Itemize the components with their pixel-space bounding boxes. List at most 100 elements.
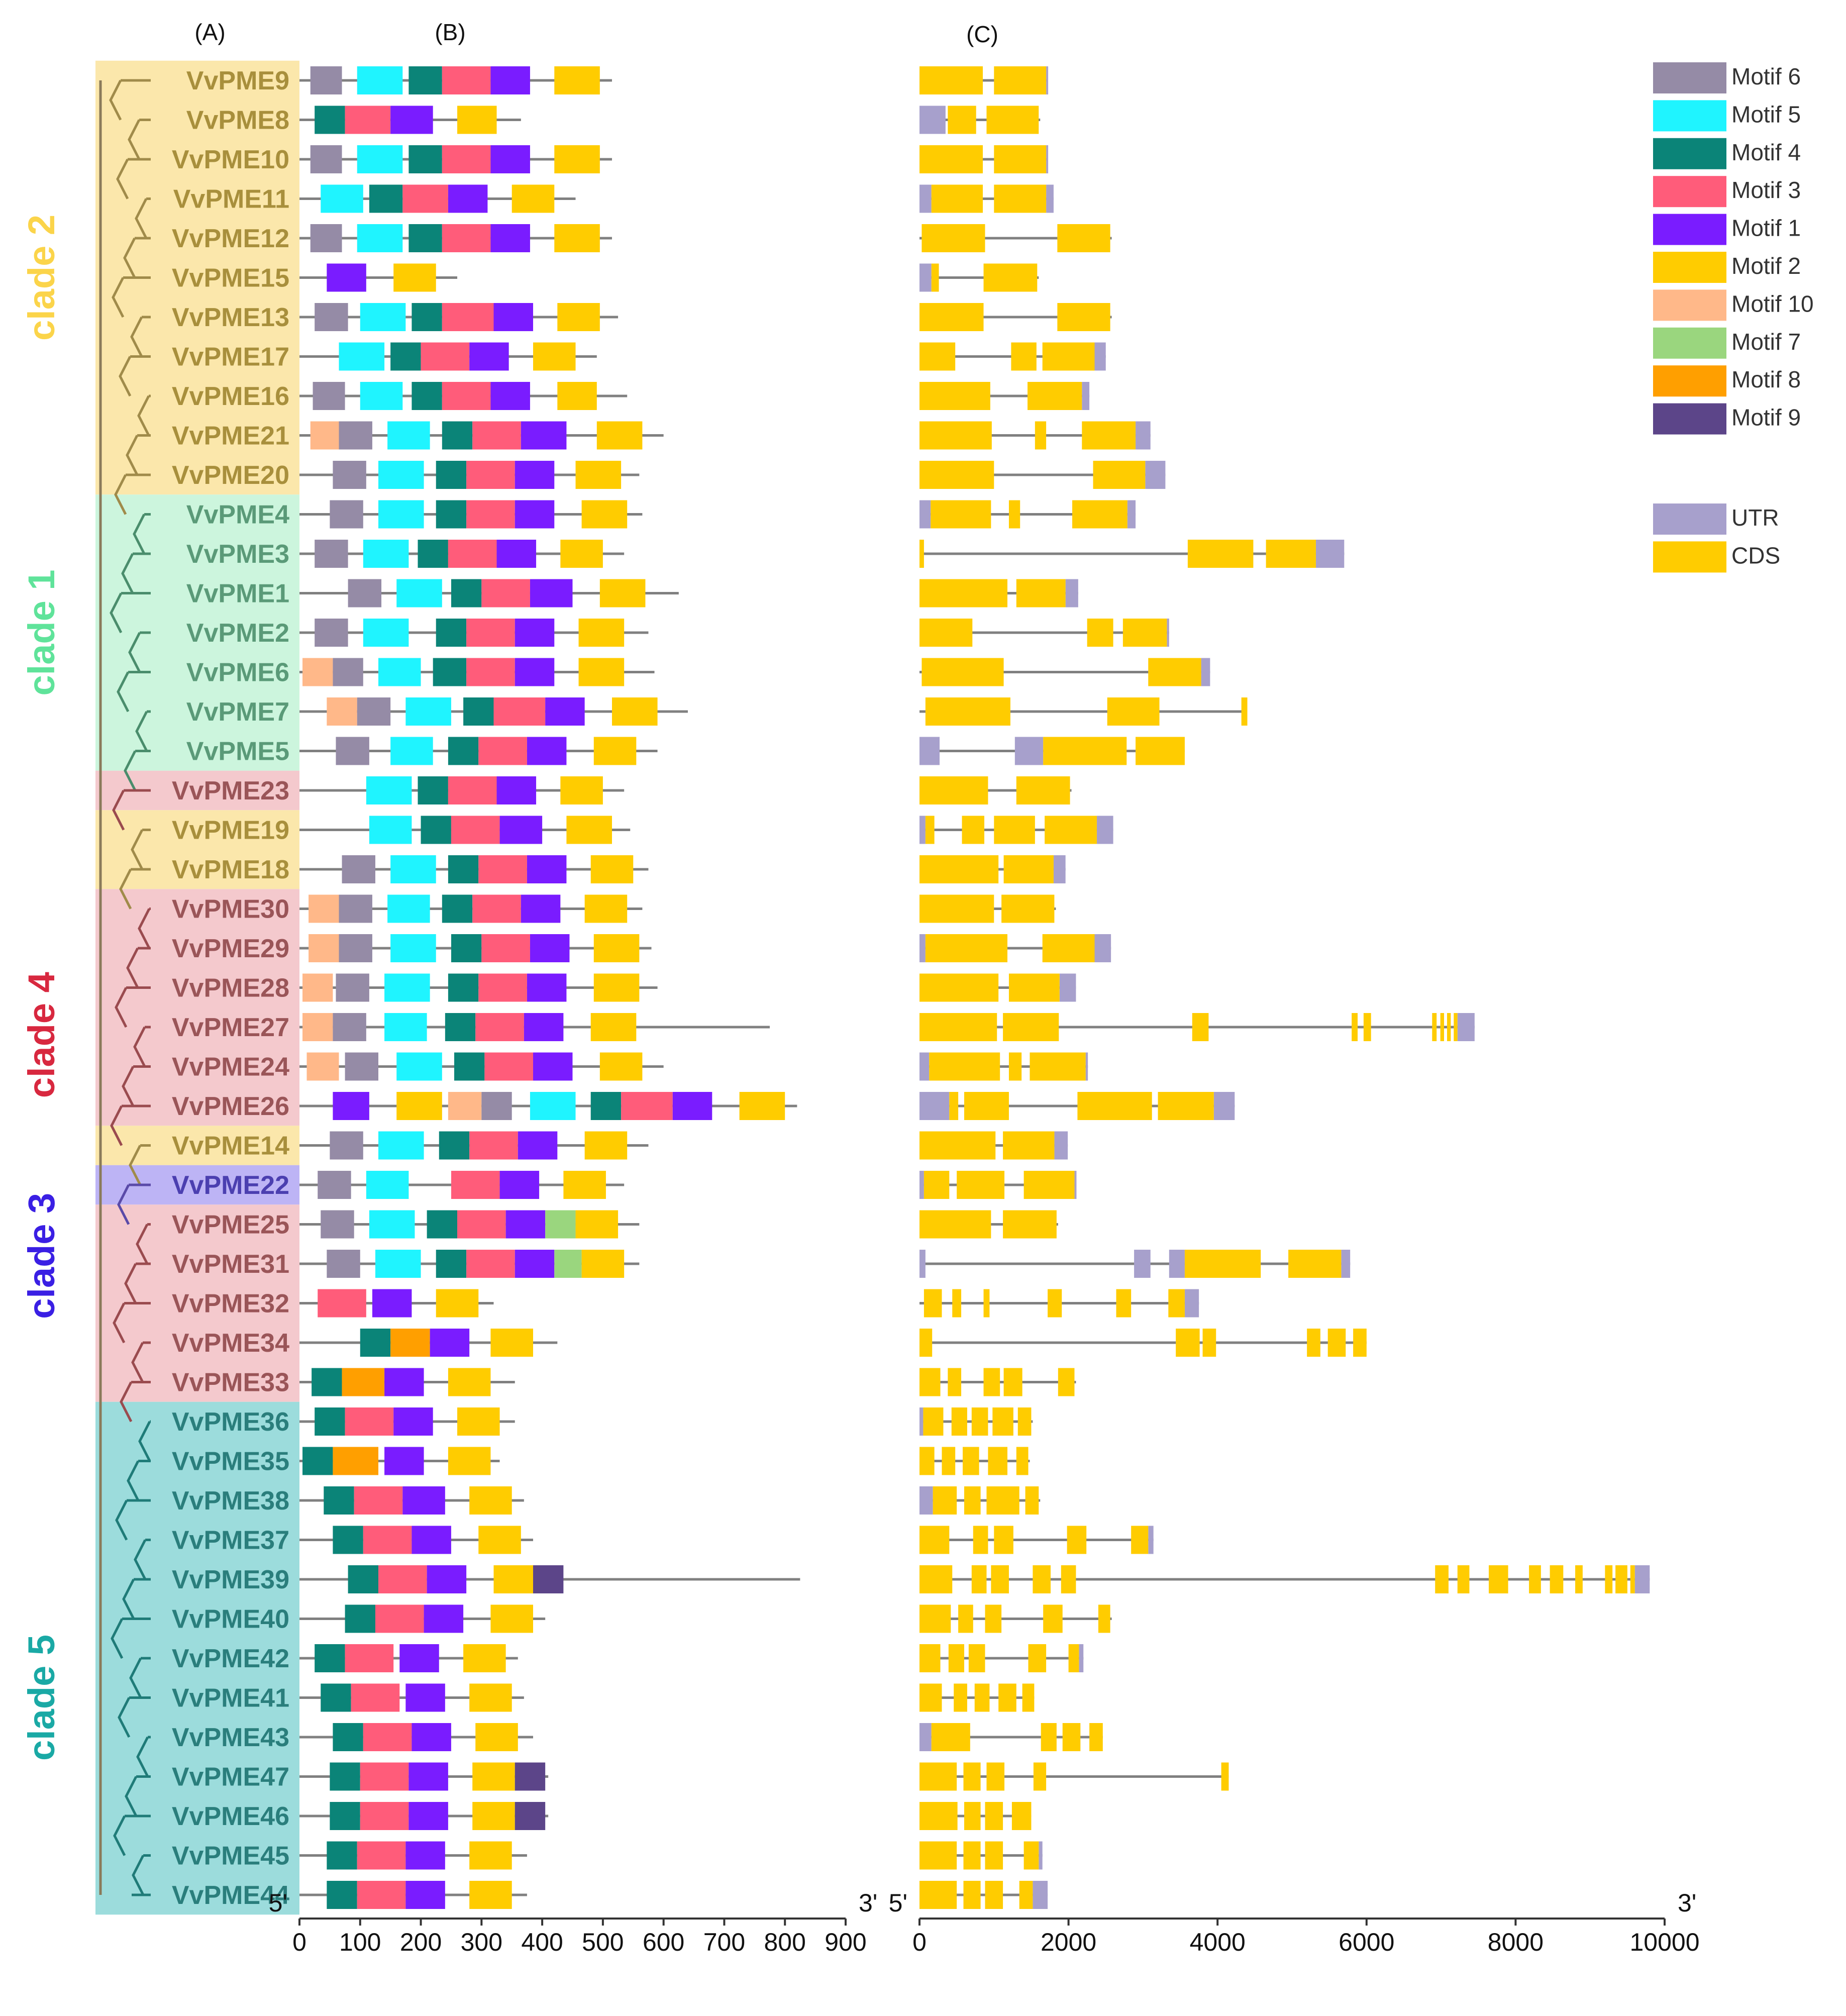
cds-box (929, 1052, 1000, 1081)
motif-4-box (408, 224, 442, 252)
cds-box (948, 1368, 962, 1396)
legend-swatch-motif-1 (1653, 214, 1726, 245)
motif-9-box (515, 1802, 546, 1830)
motif-3-box (466, 658, 515, 686)
motif-5-box (360, 303, 406, 331)
clade-labels: clade 2 clade 1 clade 4 clade 3 clade 5 (21, 215, 62, 1761)
motif-1-box (424, 1604, 464, 1633)
motif-4-box (330, 1762, 360, 1791)
cds-box (919, 619, 973, 647)
cds-box (1003, 1013, 1059, 1041)
motif-4-box (439, 1131, 470, 1160)
utr-box (1341, 1250, 1351, 1278)
motif-2-box (578, 658, 625, 686)
cds-box (919, 461, 994, 489)
cds-box (1457, 1565, 1470, 1593)
axis-b-tick-label: 100 (339, 1928, 381, 1956)
motif-10-box (302, 658, 333, 686)
cds-box (1093, 461, 1146, 489)
clade-label-5: clade 5 (21, 1635, 62, 1761)
gene-name: VvPME25 (172, 1211, 289, 1240)
legend-label: Motif 4 (1731, 139, 1801, 165)
gene-name: VvPME7 (186, 697, 289, 727)
utr-box (1046, 66, 1049, 94)
cds-box (1353, 1329, 1367, 1357)
motif-1-box (384, 1447, 424, 1475)
utr-box (1201, 658, 1210, 686)
motif-1-box (505, 1210, 546, 1239)
gene-name: VvPME32 (172, 1289, 289, 1319)
cds-box (992, 1407, 1013, 1436)
motif-2-box (557, 382, 597, 410)
motif-8-box (390, 1329, 430, 1357)
motif-2-box (581, 500, 628, 529)
motif-1-box (427, 1565, 467, 1593)
motif-2-box (581, 1250, 625, 1278)
cds-box (1062, 1723, 1081, 1751)
tree-node (122, 1578, 135, 1620)
utr-box (919, 184, 932, 213)
cds-box (1042, 934, 1095, 962)
tree-node (133, 514, 146, 555)
motif-2-box (557, 303, 600, 331)
motif-5-box (405, 697, 451, 726)
cds-box (1615, 1565, 1627, 1593)
cds-box (919, 1683, 942, 1712)
gene-name: VvPME39 (172, 1565, 289, 1594)
utr-box (1213, 1092, 1235, 1120)
motif-1-box (496, 540, 537, 568)
gene-name: VvPME27 (172, 1013, 289, 1042)
cds-box (1202, 1329, 1216, 1357)
gene-name: VvPME47 (172, 1763, 289, 1792)
cds-box (1158, 1092, 1214, 1120)
cds-box (1033, 1565, 1051, 1593)
cds-box (919, 66, 983, 94)
utr-box (1082, 382, 1090, 410)
motif-5-box (366, 1171, 409, 1199)
motif-1-box (405, 1881, 445, 1909)
cds-box (1016, 1447, 1029, 1475)
motif-3-box (357, 1881, 406, 1909)
motif-4-box (436, 461, 467, 489)
motif-2-box (563, 1171, 606, 1199)
motif-3-box (484, 1052, 533, 1081)
cds-box (919, 145, 983, 173)
motif-6-box (333, 461, 366, 489)
tree-node (126, 947, 139, 988)
cds-box (919, 1604, 951, 1633)
motif-4-box (448, 855, 479, 883)
cds-box (931, 500, 991, 529)
clade-label-3: clade 3 (21, 1193, 62, 1319)
gene-name: VvPME3 (186, 540, 289, 569)
utr-box (1046, 184, 1054, 213)
cds-box (1122, 619, 1167, 647)
gene-name: VvPME28 (172, 974, 289, 1003)
motif-4-box (315, 1644, 345, 1672)
motif-4-box (412, 382, 442, 410)
axis-c-tick-label: 0 (912, 1928, 927, 1956)
motif-5-box (384, 1013, 427, 1041)
cds-box (919, 894, 994, 923)
cds-box (942, 1447, 956, 1475)
cds-box (1241, 697, 1248, 726)
motif-3-box (351, 1683, 400, 1712)
motif-4-box (421, 816, 451, 844)
utr-box (1065, 579, 1078, 608)
tree-node (129, 1657, 142, 1698)
motif-3-box (466, 461, 515, 489)
cds-box (1017, 1407, 1032, 1436)
gene-name: VvPME11 (173, 185, 289, 214)
utr-box (1053, 855, 1066, 883)
motif-2-box (596, 421, 643, 450)
motif-5-box (396, 1052, 442, 1081)
motif-1-box (372, 1289, 412, 1318)
motif-3-box (442, 382, 491, 410)
gene-name: VvPME18 (172, 855, 289, 884)
gene-name: VvPME20 (172, 461, 289, 490)
utr-box (919, 1052, 930, 1081)
utr-box (1054, 1131, 1068, 1160)
tree-node (117, 671, 130, 713)
clade-band-2 (95, 810, 299, 889)
cds-box (962, 816, 985, 844)
motif-3-box (357, 1841, 406, 1870)
